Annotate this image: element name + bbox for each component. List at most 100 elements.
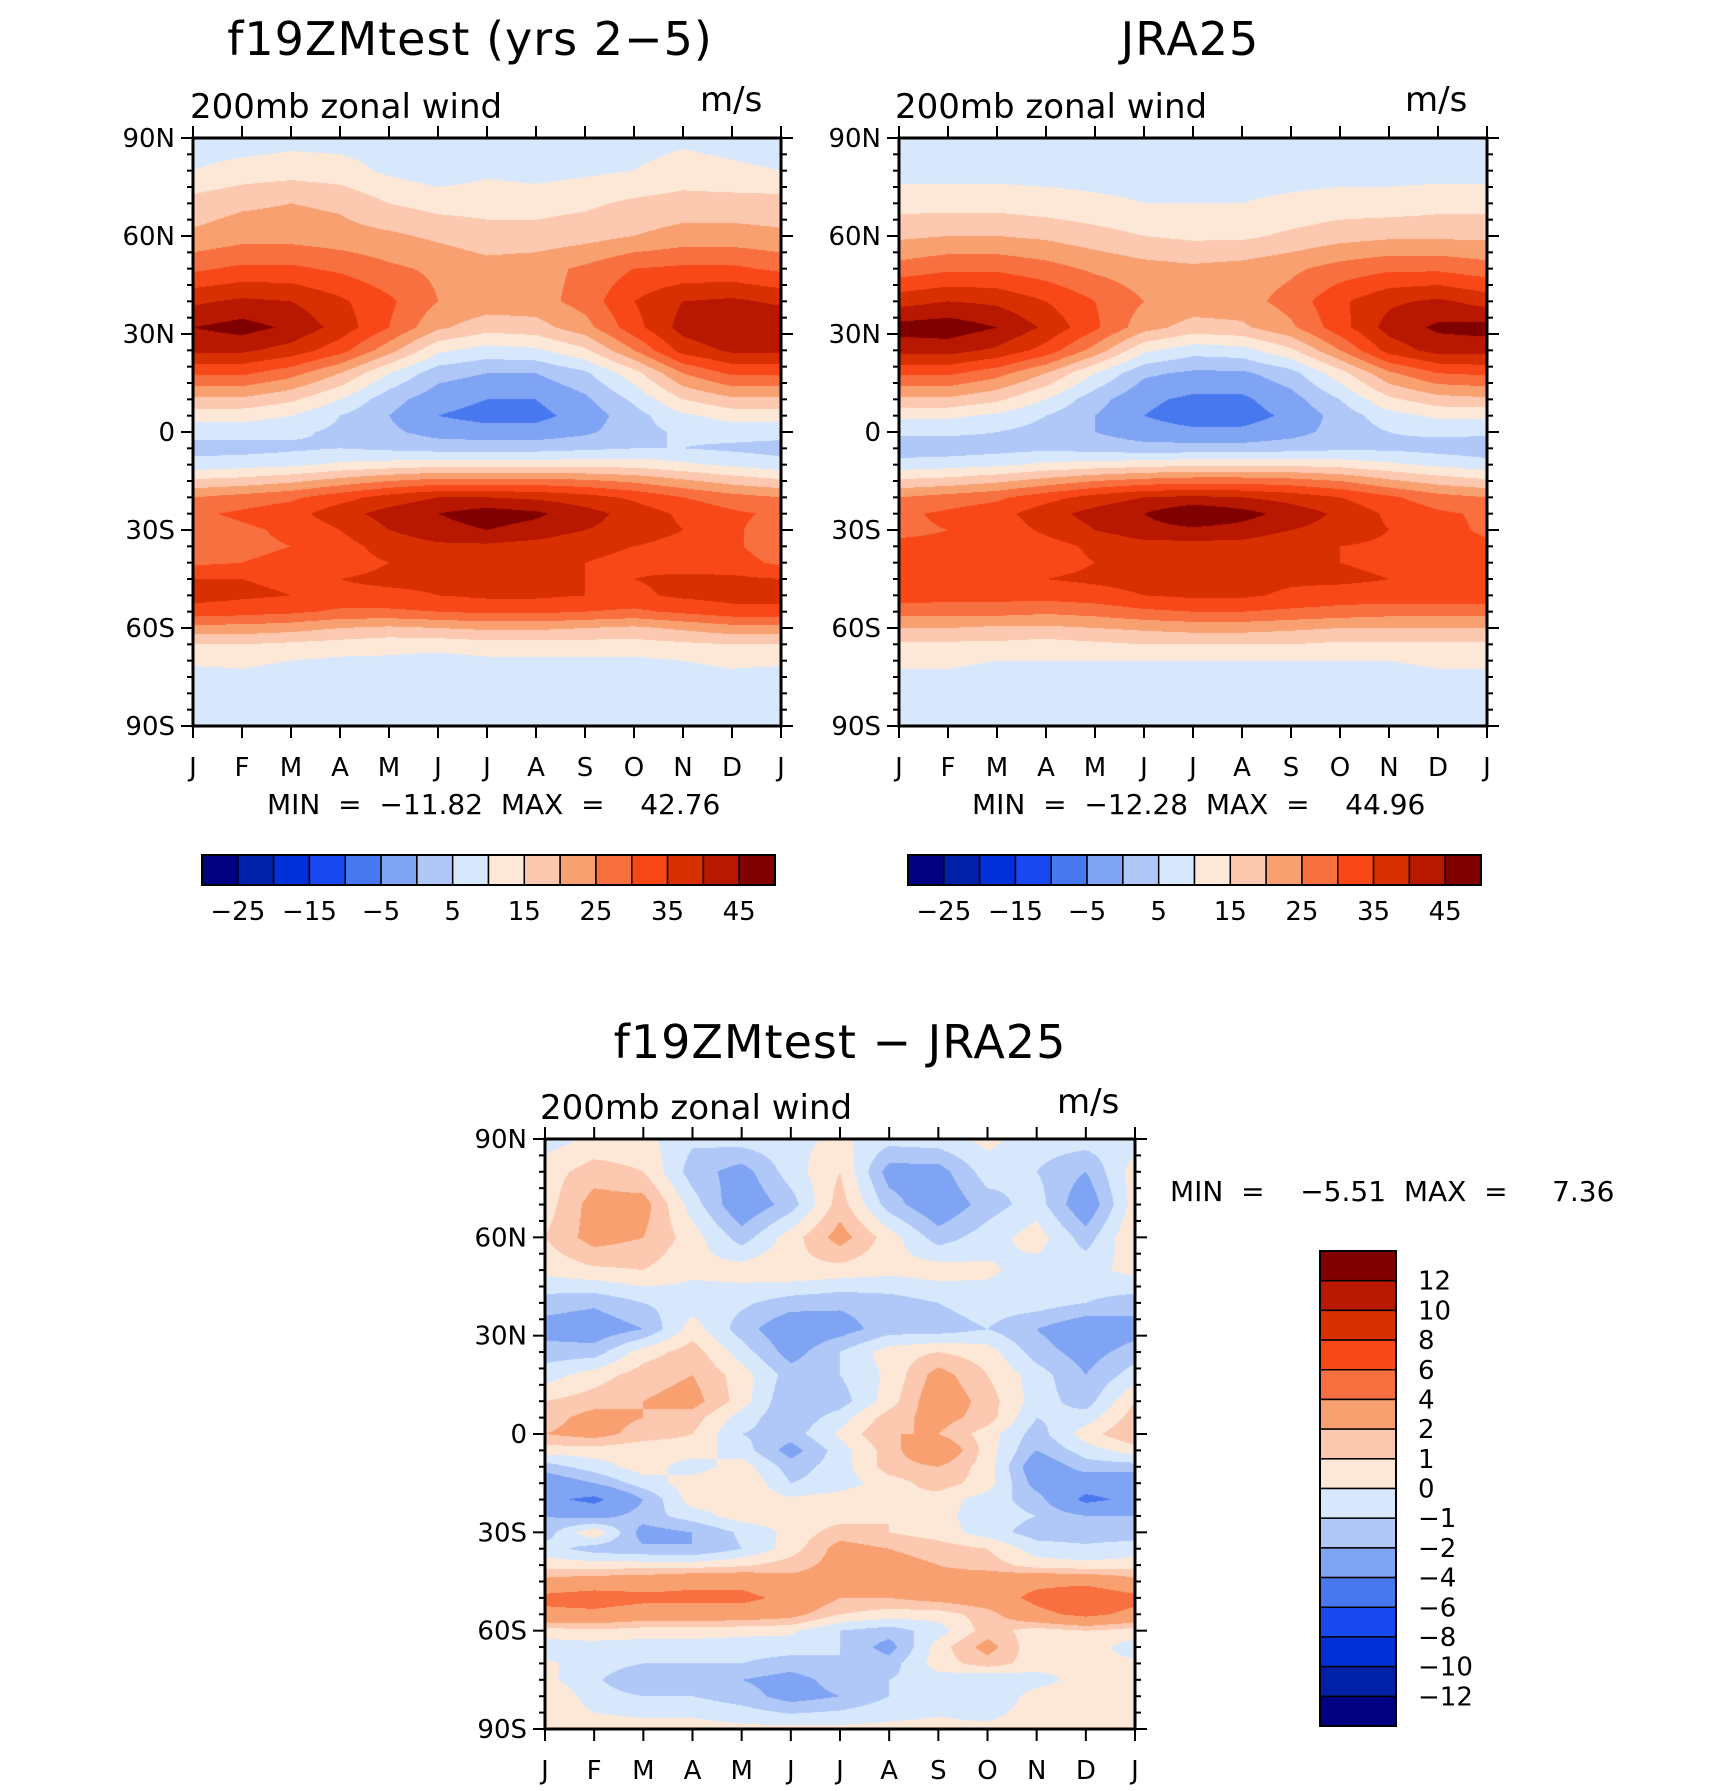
diff-colorbar-label: −1 (1418, 1504, 1456, 1534)
diff-colorbar-swatch (1319, 1458, 1397, 1490)
obs-xlabel: A (1037, 753, 1055, 783)
obs-ylabel: 60N (828, 222, 881, 252)
diff-field (545, 1139, 1135, 1729)
obs-colorbar-swatch (1014, 854, 1052, 886)
diff-colorbar-label: 12 (1418, 1267, 1451, 1297)
obs-ylabel: 60S (831, 614, 881, 644)
model-ylabel: 90N (122, 124, 175, 154)
diff-title: f19ZMtest − JRA25 (613, 1015, 1067, 1069)
diff-ylabel: 90N (474, 1125, 527, 1155)
obs-units: m/s (1405, 80, 1468, 120)
diff-colorbar-label: 10 (1418, 1296, 1451, 1326)
obs-xlabel: A (1233, 753, 1251, 783)
obs-colorbar-label: −15 (988, 897, 1043, 927)
diff-xlabel: J (834, 1756, 844, 1786)
diff-colorbar-swatch (1319, 1665, 1397, 1698)
obs-colorbar-swatch (943, 854, 981, 886)
diff-ylabel: 60N (474, 1223, 527, 1253)
obs-colorbar-swatch (978, 854, 1017, 886)
model-units: m/s (700, 80, 763, 120)
model-colorbar-label: −25 (210, 897, 265, 927)
diff-colorbar-label: 1 (1418, 1445, 1435, 1475)
obs-subtitle: 200mb zonal wind (895, 87, 1208, 127)
model-xlabel: A (331, 753, 349, 783)
diff-xlabel: A (880, 1756, 898, 1786)
diff-ylabel: 0 (510, 1420, 527, 1450)
model-colorbar: −25 −15 −5 5 15 25 35 45 (201, 854, 776, 927)
diff-colorbar-label: 4 (1418, 1385, 1435, 1415)
obs-colorbar-swatch (1229, 854, 1267, 886)
model-colorbar-swatch (416, 854, 454, 886)
diff-colorbar-swatch (1319, 1517, 1397, 1549)
obs-xlabel: M (986, 753, 1008, 783)
diff-colorbar-swatch (1319, 1309, 1397, 1341)
model-colorbar-frame (201, 854, 776, 886)
model-colorbar-swatch (272, 854, 311, 886)
model-ylabel: 30S (125, 516, 175, 546)
diff-ylabel: 30S (477, 1518, 527, 1548)
model-colorbar-swatch (380, 854, 418, 886)
diff-colorbar-label: −2 (1418, 1534, 1456, 1564)
diff-colorbar-swatch (1319, 1279, 1397, 1312)
diff-ylabel: 90S (477, 1715, 527, 1745)
model-xlabel: A (527, 753, 545, 783)
diff-ylabel: 60S (477, 1617, 527, 1647)
obs-xlabel: O (1330, 753, 1350, 783)
diff-colorbar-swatch (1319, 1398, 1397, 1430)
diff-xlabel: J (1129, 1756, 1139, 1786)
model-colorbar-label: 45 (723, 897, 756, 927)
diff-units: m/s (1057, 1082, 1120, 1122)
diff-xlabel: F (587, 1756, 602, 1786)
obs-colorbar-label: 5 (1150, 897, 1167, 927)
diff-ylabel: 30N (474, 1322, 527, 1352)
obs-colorbar-frame (907, 854, 1482, 886)
diff-xlabel: M (632, 1756, 654, 1786)
obs-xlabel: D (1428, 753, 1448, 783)
diff-colorbar-label: −10 (1418, 1653, 1473, 1683)
model-colorbar-label: −5 (362, 897, 400, 927)
diff-colorbar-label: −8 (1418, 1623, 1456, 1653)
diff-minmax: MIN = −5.51 MAX = 7.36 (1170, 1175, 1615, 1208)
diff-xlabel: N (1027, 1756, 1046, 1786)
obs-colorbar-swatch (1050, 854, 1088, 886)
obs-colorbar-swatch (907, 854, 945, 886)
diff-colorbar-swatch (1319, 1428, 1397, 1460)
model-colorbar-swatch (738, 854, 776, 886)
obs-colorbar-label: 15 (1214, 897, 1247, 927)
model-xlabel: O (624, 753, 644, 783)
model-colorbar-swatch (595, 854, 633, 886)
model-colorbar-swatch (451, 854, 490, 886)
diff-colorbar-label: −6 (1418, 1593, 1456, 1623)
obs-colorbar-swatch (1301, 854, 1339, 886)
model-xlabel: F (235, 753, 250, 783)
diff-xlabel: A (684, 1756, 702, 1786)
diff-colorbar-label: 0 (1418, 1475, 1435, 1505)
model-colorbar-label: 15 (508, 897, 541, 927)
obs-xlabel: F (941, 753, 956, 783)
model-colorbar-swatch (631, 854, 669, 886)
model-colorbar-swatch (487, 854, 526, 886)
diff-colorbar-label: −4 (1418, 1564, 1456, 1594)
diff-colorbar-swatch (1319, 1695, 1397, 1727)
diff-colorbar-label: 8 (1418, 1326, 1435, 1356)
obs-colorbar-label: 25 (1285, 897, 1318, 927)
obs-colorbar-swatch (1086, 854, 1124, 886)
model-ylabel: 0 (158, 418, 175, 448)
obs-ylabel: 0 (864, 418, 881, 448)
diff-colorbar-swatch (1319, 1339, 1397, 1371)
obs-ylabel: 30S (831, 516, 881, 546)
obs-colorbar-swatch (1444, 854, 1482, 886)
model-ylabel: 60N (122, 222, 175, 252)
model-xlabel: S (577, 753, 594, 783)
diff-colorbar-label: −12 (1418, 1682, 1473, 1712)
model-colorbar-label: 25 (579, 897, 612, 927)
model-ylabel: 90S (125, 712, 175, 742)
diff-colorbar-swatch (1319, 1576, 1397, 1608)
obs-xlabel: N (1379, 753, 1398, 783)
obs-xlabel: M (1084, 753, 1106, 783)
model-ylabel: 60S (125, 614, 175, 644)
model-xlabel: J (432, 753, 442, 783)
